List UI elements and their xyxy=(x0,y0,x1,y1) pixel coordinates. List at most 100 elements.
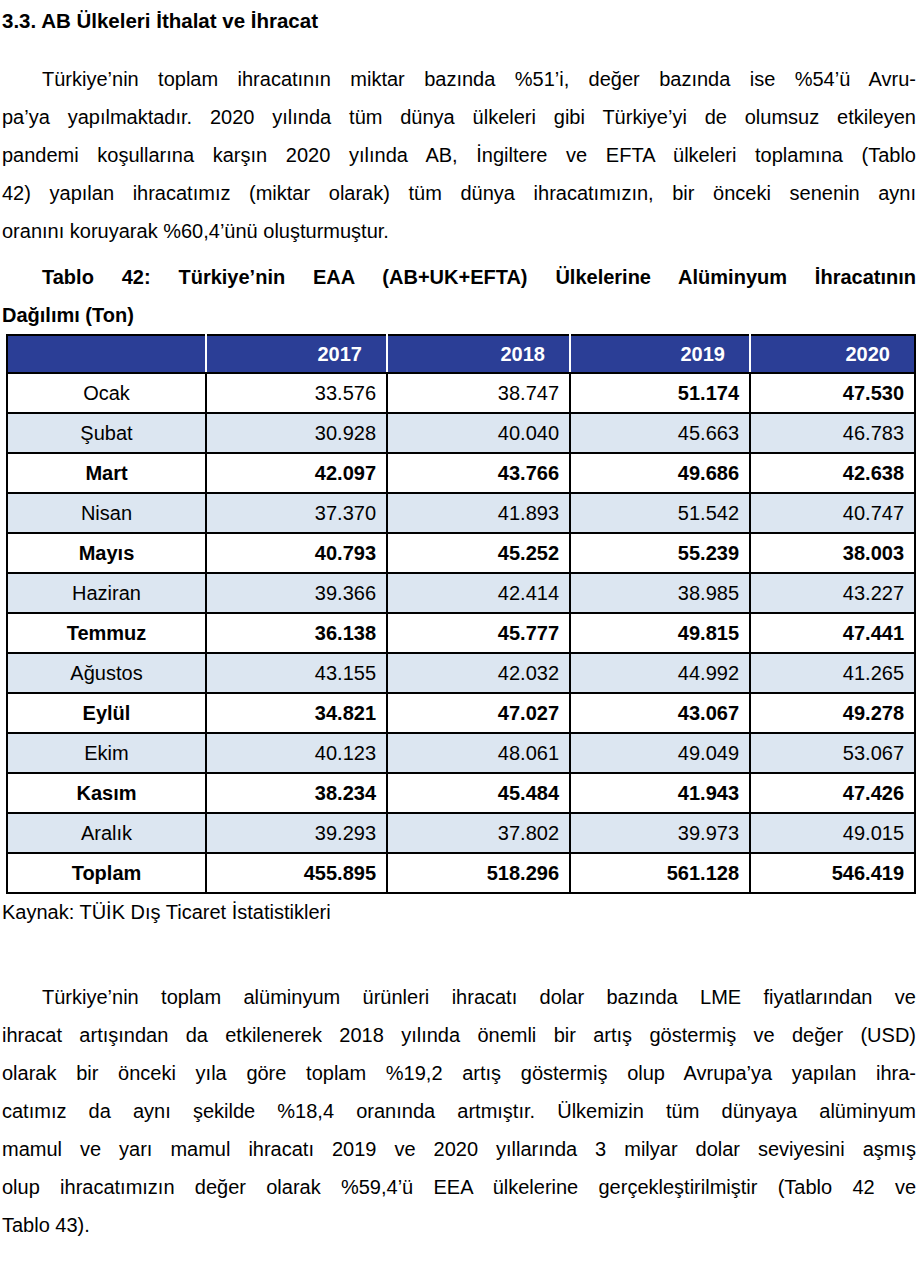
text-line: catımız da aynı şekilde %18,4 oranında a… xyxy=(2,1092,916,1130)
text-line: pa’ya yapılmaktadır. 2020 yılında tüm dü… xyxy=(2,98,916,136)
text-line: Tablo 42: Türkiye’nin EAA (AB+UK+EFTA) Ü… xyxy=(2,258,916,296)
value-cell: 34.821 xyxy=(206,693,387,733)
value-cell: 40.040 xyxy=(387,413,570,453)
value-cell: 51.174 xyxy=(570,373,750,413)
value-cell: 37.370 xyxy=(206,493,387,533)
document-page: 3.3. AB Ülkeleri İthalat ve İhracat Türk… xyxy=(0,0,918,1244)
value-cell: 455.895 xyxy=(206,853,387,893)
value-cell: 36.138 xyxy=(206,613,387,653)
month-label-cell: Ocak xyxy=(7,373,206,413)
table-row: Mayıs40.79345.25255.23938.003 xyxy=(7,533,915,573)
text-line: oranını koruyarak %60,4’ünü oluşturmuştu… xyxy=(2,212,916,250)
value-cell: 43.227 xyxy=(750,573,915,613)
value-cell: 51.542 xyxy=(570,493,750,533)
value-cell: 561.128 xyxy=(570,853,750,893)
value-cell: 38.003 xyxy=(750,533,915,573)
month-label-cell: Haziran xyxy=(7,573,206,613)
table-row: Temmuz36.13845.77749.81547.441 xyxy=(7,613,915,653)
value-cell: 45.777 xyxy=(387,613,570,653)
month-label-cell: Temmuz xyxy=(7,613,206,653)
year-column-header: 2019 xyxy=(570,335,750,373)
value-cell: 43.155 xyxy=(206,653,387,693)
value-cell: 44.992 xyxy=(570,653,750,693)
value-cell: 39.973 xyxy=(570,813,750,853)
year-column-header: 2020 xyxy=(750,335,915,373)
value-cell: 42.032 xyxy=(387,653,570,693)
text-line: olup ihracatımızın değer olarak %59,4’ü … xyxy=(2,1168,916,1206)
value-cell: 47.530 xyxy=(750,373,915,413)
closing-paragraph: Türkiye’nin toplam alüminyum ürünleri ih… xyxy=(2,978,916,1244)
text-line: pandemi koşullarına karşın 2020 yılında … xyxy=(2,136,916,174)
value-cell: 47.426 xyxy=(750,773,915,813)
month-label-cell: Mayıs xyxy=(7,533,206,573)
table-row: Aralık39.29337.80239.97349.015 xyxy=(7,813,915,853)
corner-header-cell xyxy=(7,335,206,373)
value-cell: 49.049 xyxy=(570,733,750,773)
value-cell: 37.802 xyxy=(387,813,570,853)
value-cell: 48.061 xyxy=(387,733,570,773)
value-cell: 49.015 xyxy=(750,813,915,853)
value-cell: 55.239 xyxy=(570,533,750,573)
text-line: Türkiye’nin toplam ihracatının miktar ba… xyxy=(2,60,916,98)
value-cell: 45.252 xyxy=(387,533,570,573)
month-label-cell: Şubat xyxy=(7,413,206,453)
value-cell: 41.943 xyxy=(570,773,750,813)
value-cell: 43.766 xyxy=(387,453,570,493)
table-total-row: Toplam455.895518.296561.128546.419 xyxy=(7,853,915,893)
section-heading: 3.3. AB Ülkeleri İthalat ve İhracat xyxy=(2,8,916,34)
value-cell: 45.484 xyxy=(387,773,570,813)
table-row: Eylül34.82147.02743.06749.278 xyxy=(7,693,915,733)
value-cell: 47.441 xyxy=(750,613,915,653)
value-cell: 38.747 xyxy=(387,373,570,413)
value-cell: 40.793 xyxy=(206,533,387,573)
value-cell: 42.638 xyxy=(750,453,915,493)
value-cell: 546.419 xyxy=(750,853,915,893)
table-row: Şubat30.92840.04045.66346.783 xyxy=(7,413,915,453)
value-cell: 518.296 xyxy=(387,853,570,893)
value-cell: 53.067 xyxy=(750,733,915,773)
value-cell: 38.985 xyxy=(570,573,750,613)
value-cell: 46.783 xyxy=(750,413,915,453)
text-line: mamul ve yarı mamul ihracatı 2019 ve 202… xyxy=(2,1130,916,1168)
month-label-cell: Eylül xyxy=(7,693,206,733)
value-cell: 41.265 xyxy=(750,653,915,693)
value-cell: 43.067 xyxy=(570,693,750,733)
table-row: Mart42.09743.76649.68642.638 xyxy=(7,453,915,493)
value-cell: 40.123 xyxy=(206,733,387,773)
month-label-cell: Kasım xyxy=(7,773,206,813)
export-table: 2017201820192020 Ocak33.57638.74751.1744… xyxy=(6,334,916,894)
text-line: Dağılımı (Ton) xyxy=(2,296,916,334)
text-line: ihracat artışından da etkilenerek 2018 y… xyxy=(2,1016,916,1054)
value-cell: 33.576 xyxy=(206,373,387,413)
source-note: Kaynak: TÜİK Dış Ticaret İstatistikleri xyxy=(2,898,916,926)
table-row: Haziran39.36642.41438.98543.227 xyxy=(7,573,915,613)
value-cell: 40.747 xyxy=(750,493,915,533)
table-row: Nisan37.37041.89351.54240.747 xyxy=(7,493,915,533)
text-line: 42) yapılan ihracatımız (miktar olarak) … xyxy=(2,174,916,212)
value-cell: 30.928 xyxy=(206,413,387,453)
text-line: olarak bir önceki yıla göre toplam %19,2… xyxy=(2,1054,916,1092)
value-cell: 42.414 xyxy=(387,573,570,613)
table-header-row: 2017201820192020 xyxy=(7,335,915,373)
total-label-cell: Toplam xyxy=(7,853,206,893)
text-line: Tablo 43). xyxy=(2,1206,916,1244)
value-cell: 49.686 xyxy=(570,453,750,493)
year-column-header: 2018 xyxy=(387,335,570,373)
intro-paragraph: Türkiye’nin toplam ihracatının miktar ba… xyxy=(2,60,916,250)
month-label-cell: Nisan xyxy=(7,493,206,533)
value-cell: 42.097 xyxy=(206,453,387,493)
value-cell: 39.366 xyxy=(206,573,387,613)
value-cell: 41.893 xyxy=(387,493,570,533)
value-cell: 38.234 xyxy=(206,773,387,813)
month-label-cell: Mart xyxy=(7,453,206,493)
table-row: Ağustos43.15542.03244.99241.265 xyxy=(7,653,915,693)
value-cell: 49.278 xyxy=(750,693,915,733)
year-column-header: 2017 xyxy=(206,335,387,373)
value-cell: 49.815 xyxy=(570,613,750,653)
text-line: Türkiye’nin toplam alüminyum ürünleri ih… xyxy=(2,978,916,1016)
month-label-cell: Ağustos xyxy=(7,653,206,693)
table-row: Ekim40.12348.06149.04953.067 xyxy=(7,733,915,773)
table-row: Kasım38.23445.48441.94347.426 xyxy=(7,773,915,813)
value-cell: 47.027 xyxy=(387,693,570,733)
table-caption: Tablo 42: Türkiye’nin EAA (AB+UK+EFTA) Ü… xyxy=(2,258,916,334)
